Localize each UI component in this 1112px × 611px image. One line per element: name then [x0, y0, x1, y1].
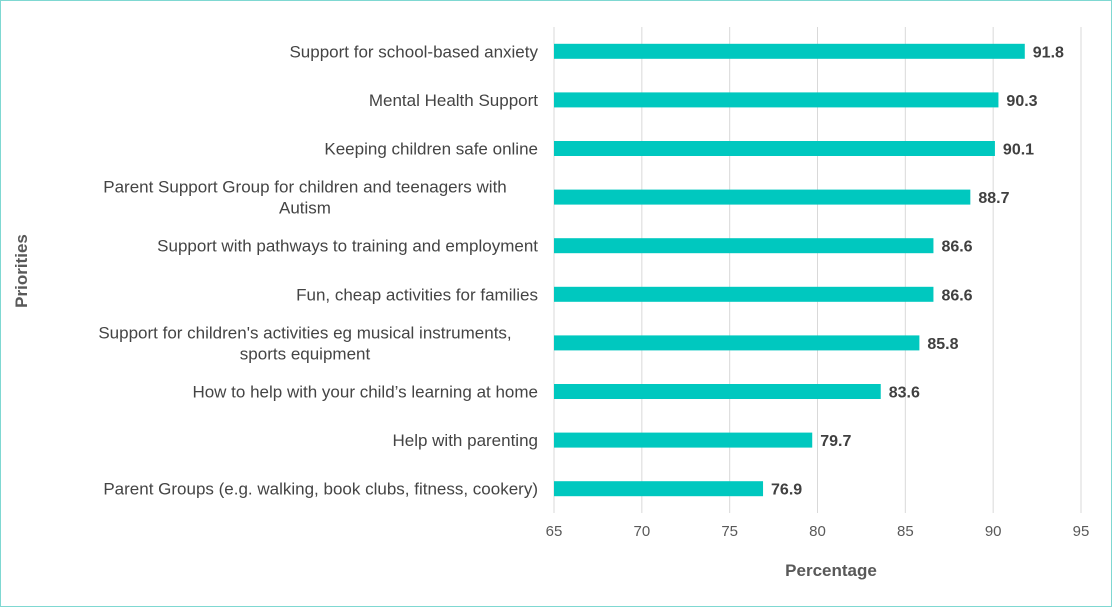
category-label-line: Fun, cheap activities for families: [296, 285, 538, 304]
category-labels: Support for school-based anxiety Mental H…: [98, 42, 538, 498]
x-tick-label: 70: [633, 523, 650, 540]
x-tick-label: 75: [721, 523, 738, 540]
data-label: 90.3: [1006, 93, 1037, 110]
category-label: How to help with your child’s learning a…: [192, 383, 538, 402]
bar: [554, 238, 934, 254]
bar: [554, 92, 999, 108]
category-label: Support with pathways to training and em…: [157, 237, 538, 256]
bar: [554, 384, 881, 399]
bar: [554, 481, 764, 497]
data-label: 79.7: [820, 433, 851, 450]
data-label: 88.7: [978, 190, 1009, 207]
category-label-line: Support for children's activities eg mus…: [98, 323, 511, 342]
category-label: Support for school-based anxiety: [289, 42, 538, 61]
data-label: 91.8: [1033, 44, 1064, 61]
data-label: 83.6: [889, 385, 920, 402]
category-label-line: Parent Groups (e.g. walking, book clubs,…: [103, 480, 538, 499]
data-label: 86.6: [941, 239, 972, 256]
x-axis-title: Percentage: [785, 561, 877, 580]
x-tick-label: 95: [1073, 523, 1090, 540]
category-label: Keeping children safe online: [324, 140, 538, 159]
category-label-line: How to help with your child’s learning a…: [192, 383, 538, 402]
data-label: 86.6: [941, 287, 972, 304]
bar: [554, 189, 971, 205]
x-tick-labels: 65 70 75 80 85 90 95: [546, 523, 1090, 540]
gridlines: [553, 27, 1082, 513]
bar: [554, 141, 995, 156]
bar: [554, 335, 920, 351]
bar: [554, 43, 1025, 59]
x-tick-label: 90: [985, 523, 1002, 540]
x-tick-label: 85: [897, 523, 914, 540]
category-label-line: sports equipment: [240, 344, 371, 363]
category-label: Support for children's activities eg mus…: [98, 323, 511, 363]
y-axis-title: Priorities: [12, 234, 31, 308]
category-label: Parent Support Group for children and te…: [103, 178, 507, 218]
x-tick-label: 80: [809, 523, 826, 540]
category-label-line: Parent Support Group for children and te…: [103, 178, 507, 197]
data-label: 76.9: [771, 482, 802, 499]
data-labels: 91.8 90.3 90.1 88.7 86.6 86.6 85.8 83.6 79.7 76.9: [771, 44, 1064, 498]
category-label-line: Mental Health Support: [369, 91, 538, 110]
category-label: Parent Groups (e.g. walking, book clubs,…: [103, 480, 538, 499]
category-label-line: Support for school-based anxiety: [289, 42, 538, 61]
category-label: Mental Health Support: [369, 91, 538, 110]
category-label: Help with parenting: [392, 431, 538, 450]
category-label-line: Help with parenting: [392, 431, 538, 450]
bars: [554, 43, 1025, 497]
x-tick-label: 65: [546, 523, 563, 540]
data-label: 90.1: [1003, 142, 1034, 159]
category-label: Fun, cheap activities for families: [296, 285, 538, 304]
category-label-line: Support with pathways to training and em…: [157, 237, 538, 256]
category-label-line: Keeping children safe online: [324, 140, 538, 159]
category-label-line: Autism: [279, 199, 331, 218]
data-label: 85.8: [927, 336, 958, 353]
bar: [554, 432, 813, 448]
bar: [554, 286, 934, 302]
